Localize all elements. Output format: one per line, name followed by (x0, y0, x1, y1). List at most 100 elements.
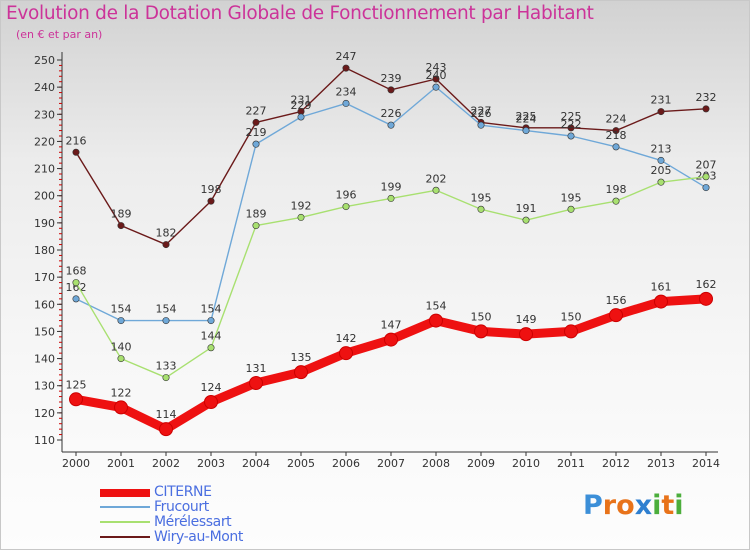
series-line-wiry-au-mont (75, 67, 707, 246)
x-tick-label: 2008 (422, 457, 450, 470)
legend-item-wiry-au-mont: Wiry-au-Mont (100, 529, 320, 545)
x-tick-label: 2012 (602, 457, 630, 470)
y-tick-label: 200 (34, 190, 55, 203)
data-label-wiry-au-mont: 225 (516, 110, 537, 123)
data-label-citerne: 122 (111, 386, 132, 399)
data-point-citerne (429, 313, 443, 328)
data-point-m-r-lessart (387, 194, 395, 202)
data-point-wiry-au-mont (612, 127, 620, 135)
data-label-wiry-au-mont: 232 (696, 91, 717, 104)
data-label-wiry-au-mont: 227 (246, 104, 267, 117)
data-label-citerne: 161 (651, 281, 672, 294)
data-label-citerne: 150 (471, 310, 492, 323)
y-tick-label: 160 (34, 298, 55, 311)
data-label-m-r-lessart: 191 (516, 202, 537, 215)
data-point-citerne (384, 332, 398, 347)
x-tick-label: 2009 (467, 457, 495, 470)
data-label-frucourt: 226 (471, 107, 492, 120)
y-tick-label: 180 (34, 244, 55, 257)
data-point-m-r-lessart (657, 178, 665, 186)
legend-item-citerne: CITERNE (100, 484, 320, 500)
y-tick-label: 230 (34, 108, 55, 121)
logo-letter: o (616, 490, 635, 521)
logo-letter: P (583, 490, 603, 521)
data-point-m-r-lessart (432, 186, 440, 194)
data-point-m-r-lessart (522, 216, 530, 224)
data-label-frucourt: 154 (201, 303, 222, 316)
data-point-m-r-lessart (252, 222, 260, 230)
legend-swatch-citerne (100, 489, 150, 497)
data-label-citerne: 149 (516, 313, 537, 326)
y-tick-label: 140 (34, 353, 55, 366)
data-label-citerne: 114 (156, 408, 177, 421)
data-point-citerne (159, 422, 173, 437)
data-point-citerne (204, 395, 218, 409)
series-line-m-r-lessart (75, 176, 707, 379)
y-tick-label: 130 (34, 380, 55, 393)
legend-swatch-merelessart (100, 521, 150, 523)
data-point-wiry-au-mont (117, 222, 125, 230)
y-tick-label: 120 (34, 407, 55, 420)
legend-swatch-frucourt (100, 506, 150, 508)
data-label-m-r-lessart: 198 (606, 183, 627, 196)
x-tick-label: 2013 (647, 457, 675, 470)
data-label-frucourt: 213 (651, 142, 672, 155)
data-label-m-r-lessart: 202 (426, 172, 447, 185)
data-point-wiry-au-mont (387, 86, 395, 94)
data-point-m-r-lessart (342, 203, 350, 211)
data-point-m-r-lessart (702, 173, 710, 181)
data-label-frucourt: 218 (606, 129, 627, 142)
data-point-wiry-au-mont (702, 105, 710, 113)
data-label-frucourt: 240 (426, 69, 447, 82)
legend-label-wiry-au-mont: Wiry-au-Mont (154, 529, 243, 545)
data-label-citerne: 125 (66, 378, 87, 391)
data-point-citerne (564, 324, 578, 339)
data-label-citerne: 162 (696, 278, 717, 291)
data-point-frucourt (207, 317, 215, 325)
data-label-m-r-lessart: 140 (111, 341, 132, 354)
data-label-citerne: 150 (561, 310, 582, 323)
data-point-frucourt (72, 295, 80, 303)
x-tick-label: 2011 (557, 457, 585, 470)
data-point-citerne (114, 400, 128, 415)
y-tick-label: 250 (34, 54, 55, 67)
data-label-citerne: 147 (381, 319, 402, 332)
data-label-frucourt: 226 (381, 107, 402, 120)
data-point-frucourt (612, 143, 620, 151)
data-point-m-r-lessart (117, 355, 125, 363)
logo-letter: r (602, 490, 617, 521)
data-label-frucourt: 154 (111, 303, 132, 316)
data-label-wiry-au-mont: 243 (426, 61, 447, 74)
x-tick-label: 2007 (377, 457, 405, 470)
data-label-m-r-lessart: 144 (201, 330, 222, 343)
data-label-wiry-au-mont: 231 (291, 94, 312, 107)
data-point-wiry-au-mont (342, 64, 350, 72)
data-label-wiry-au-mont: 231 (651, 94, 672, 107)
legend-label-frucourt: Frucourt (154, 499, 209, 515)
data-label-citerne: 154 (426, 300, 447, 313)
x-tick-label: 2000 (62, 457, 90, 470)
data-label-m-r-lessart: 199 (381, 180, 402, 193)
chart-subtitle: (en € et par an) (16, 28, 103, 41)
data-point-citerne (474, 324, 488, 339)
data-label-m-r-lessart: 205 (651, 164, 672, 177)
logo-letter: i (652, 490, 662, 521)
data-label-wiry-au-mont: 198 (201, 183, 222, 196)
x-tick-label: 2005 (287, 457, 315, 470)
logo-letter: t (661, 490, 675, 521)
y-tick-label: 220 (34, 135, 55, 148)
x-tick-label: 2006 (332, 457, 360, 470)
data-point-frucourt (567, 132, 575, 140)
x-tick-label: 2004 (242, 457, 270, 470)
data-label-citerne: 142 (336, 332, 357, 345)
y-tick-label: 240 (34, 81, 55, 94)
data-label-m-r-lessart: 195 (561, 191, 582, 204)
data-label-wiry-au-mont: 224 (606, 113, 627, 126)
data-point-m-r-lessart (162, 374, 170, 382)
data-label-citerne: 135 (291, 351, 312, 364)
data-point-frucourt (657, 156, 665, 164)
data-label-wiry-au-mont: 182 (156, 227, 177, 240)
data-label-m-r-lessart: 189 (246, 208, 267, 221)
